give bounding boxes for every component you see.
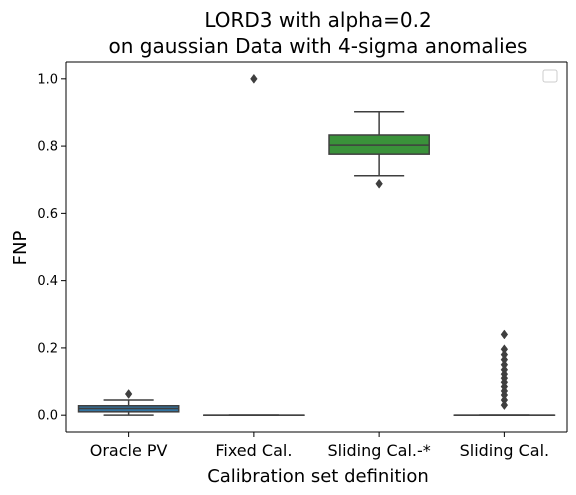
box-4-outlier-11 <box>500 354 509 365</box>
y-tick-label-5: 0.8 <box>37 140 58 155</box>
x-tick-label-4: Sliding Cal. <box>460 441 550 460</box>
x-tick-label-1: Oracle PV <box>90 441 168 460</box>
box-4-outlier-12 <box>500 349 509 360</box>
y-tick-label-1: 0.0 <box>37 409 58 424</box>
box-2-outlier-1 <box>250 73 258 84</box>
box-4-outlier-14 <box>500 329 509 340</box>
x-tick-label-2: Fixed Cal. <box>215 441 292 460</box>
y-tick-label-3: 0.4 <box>37 274 58 289</box>
plot-area: 0.0 0.2 0.4 0.6 0.8 1.0 Oracle PV Fixed Cal. Sli… <box>37 61 568 460</box>
box-4-outlier-1 <box>500 400 509 411</box>
y-tick-label-2: 0.2 <box>37 341 58 356</box>
y-tick-label-4: 0.6 <box>37 207 58 222</box>
box-3-outlier-1 <box>375 178 383 189</box>
box-1-outlier-1 <box>124 389 133 399</box>
box-4-outlier-2 <box>500 395 509 405</box>
legend-box <box>542 69 558 83</box>
chart-title-line2: on gaussian Data with 4-sigma anomalies <box>109 34 528 58</box>
box-4-outlier-10 <box>500 359 509 370</box>
box-4-outlier-13 <box>500 344 509 355</box>
x-tick-label-3: Sliding Cal.-* <box>327 441 430 460</box>
y-axis-label: FNP <box>10 231 31 266</box>
x-axis-label: Calibration set definition <box>207 466 429 487</box>
chart-title-line1: LORD3 with alpha=0.2 <box>204 8 431 32</box>
y-tick-label-6: 1.0 <box>37 72 58 87</box>
box-4-outlier-9 <box>500 364 509 375</box>
